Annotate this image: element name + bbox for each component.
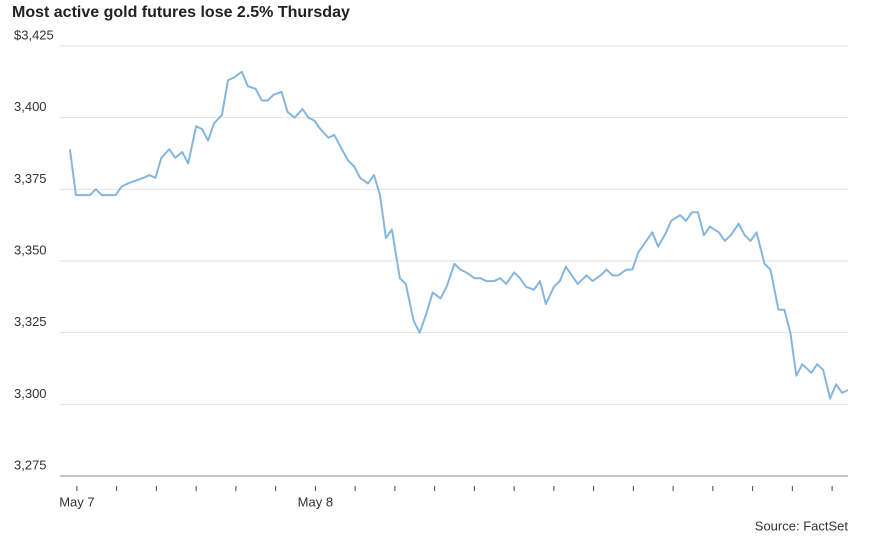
y-tick-label: 3,275 bbox=[14, 457, 47, 472]
y-tick-label: 3,300 bbox=[14, 386, 47, 401]
y-tick-label: 3,325 bbox=[14, 314, 47, 329]
x-tick-label: May 8 bbox=[298, 494, 333, 509]
y-tick-label: 3,375 bbox=[14, 171, 47, 186]
y-tick-label: 3,350 bbox=[14, 242, 47, 257]
y-tick-label: $3,425 bbox=[14, 27, 54, 42]
x-tick-label: May 7 bbox=[59, 494, 94, 509]
chart-title: Most active gold futures lose 2.5% Thurs… bbox=[12, 4, 350, 21]
price-line bbox=[68, 70, 849, 400]
y-tick-label: 3,400 bbox=[14, 99, 47, 114]
source: Source: FactSet bbox=[755, 518, 849, 533]
